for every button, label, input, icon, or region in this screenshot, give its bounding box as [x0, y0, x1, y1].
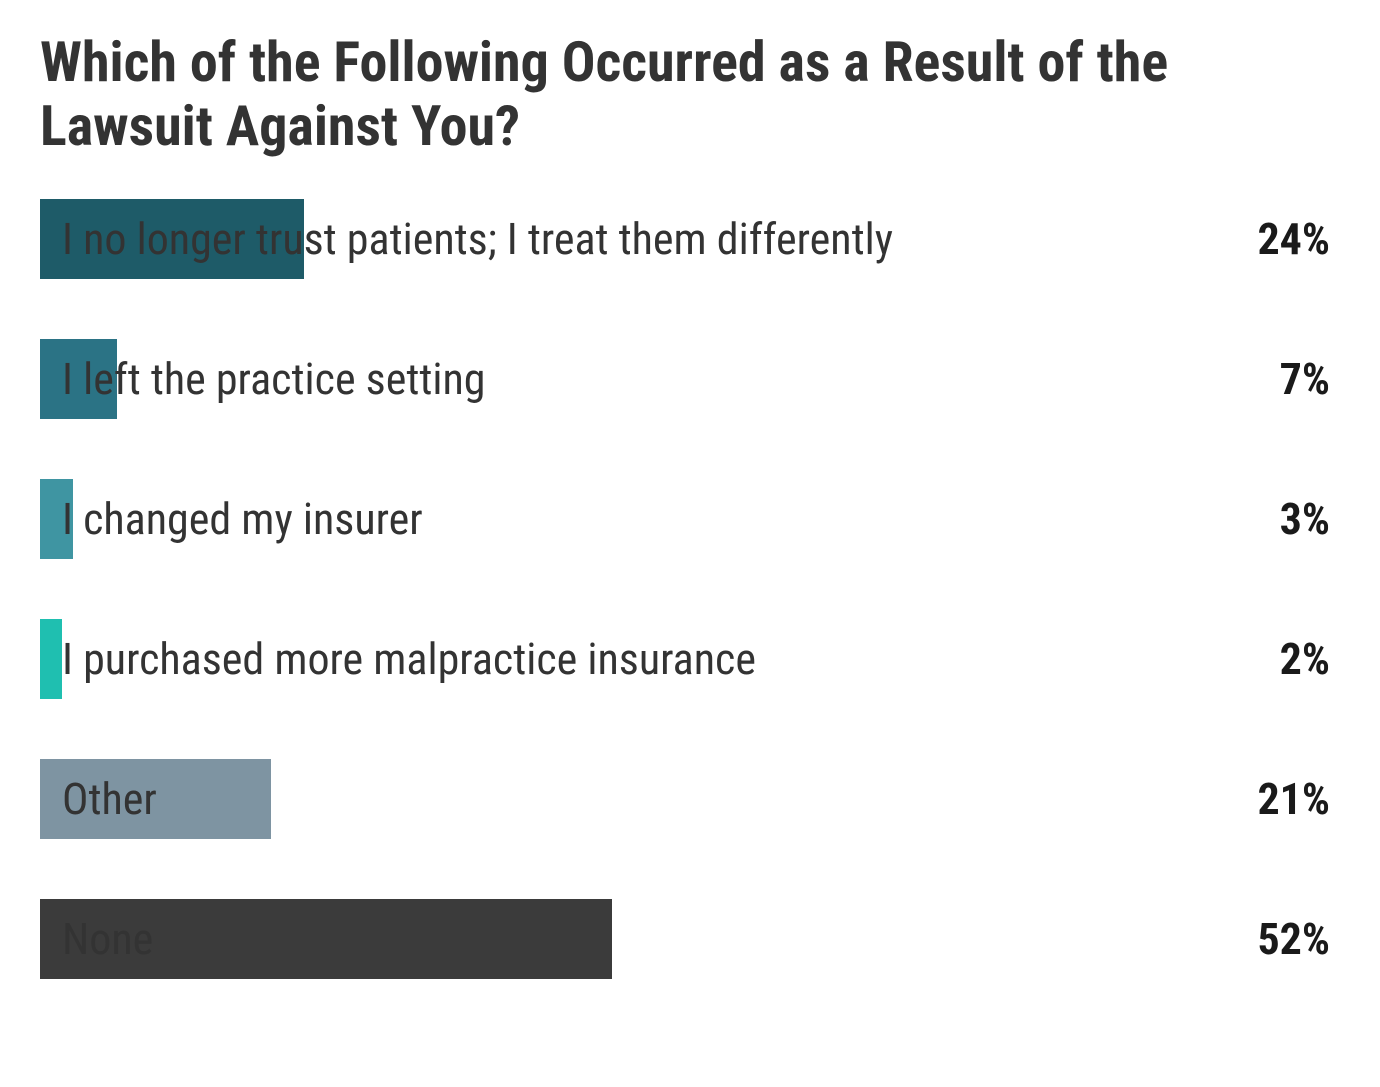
chart-container: Which of the Following Occurred as a Res…	[0, 0, 1380, 1009]
bar-row: None 52%	[40, 899, 1340, 979]
bar-track: I purchased more malpractice insurance	[40, 619, 1140, 699]
bar-label: Other	[62, 773, 157, 825]
bar-value: 21%	[1140, 773, 1340, 825]
bar-label: None	[62, 913, 153, 965]
bar-label: I changed my insurer	[62, 493, 423, 545]
bar-track: None	[40, 899, 1140, 979]
bar-row: I purchased more malpractice insurance 2…	[40, 619, 1340, 699]
bar-track: I no longer trust patients; I treat them…	[40, 199, 1140, 279]
bars-group: I no longer trust patients; I treat them…	[40, 199, 1340, 979]
bar-row: I no longer trust patients; I treat them…	[40, 199, 1340, 279]
bar-row: I left the practice setting 7%	[40, 339, 1340, 419]
bar-label: I purchased more malpractice insurance	[62, 633, 756, 685]
bar-value: 3%	[1140, 493, 1340, 545]
bar-fill	[40, 619, 62, 699]
chart-title: Which of the Following Occurred as a Res…	[40, 30, 1340, 159]
bar-track: Other	[40, 759, 1140, 839]
bar-track: I left the practice setting	[40, 339, 1140, 419]
bar-label: I no longer trust patients; I treat them…	[62, 213, 893, 265]
bar-row: I changed my insurer 3%	[40, 479, 1340, 559]
bar-label: I left the practice setting	[62, 353, 486, 405]
bar-value: 52%	[1140, 913, 1340, 965]
bar-value: 2%	[1140, 633, 1340, 685]
bar-value: 24%	[1140, 213, 1340, 265]
bar-track: I changed my insurer	[40, 479, 1140, 559]
bar-value: 7%	[1140, 353, 1340, 405]
bar-row: Other 21%	[40, 759, 1340, 839]
